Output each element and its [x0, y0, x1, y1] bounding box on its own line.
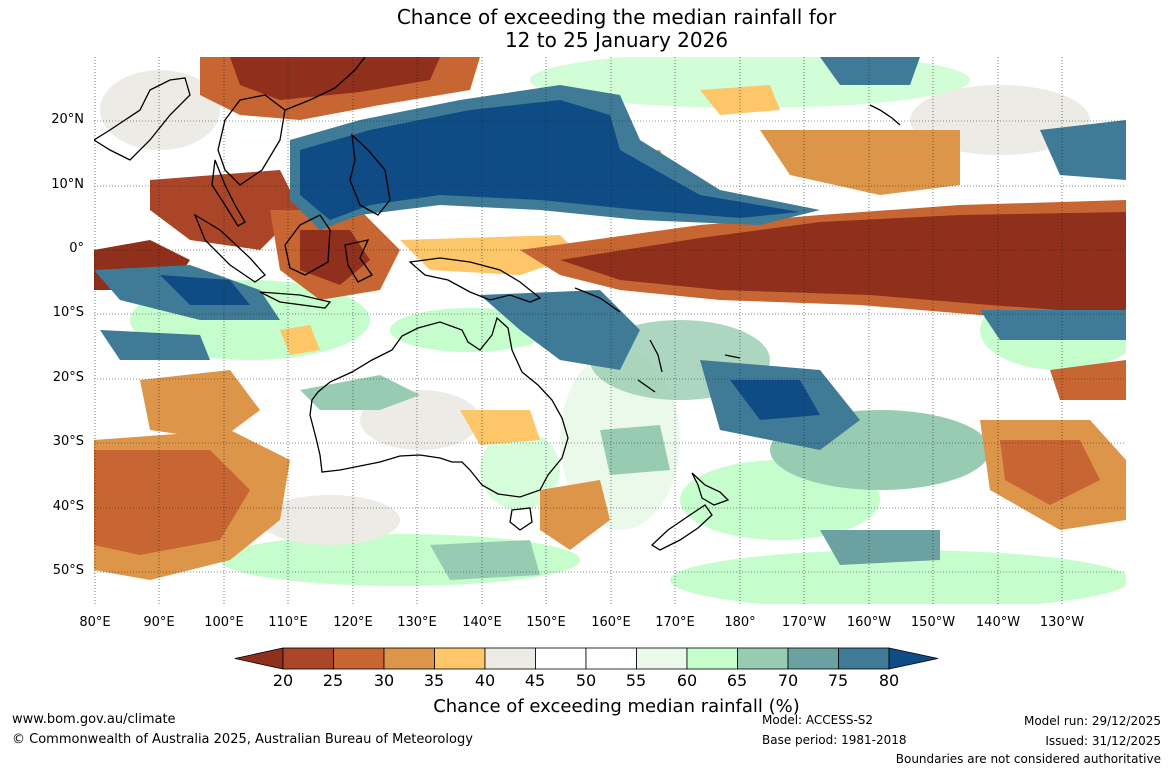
colorbar-segment [383, 647, 435, 670]
website-link[interactable]: www.bom.gov.au/climate [12, 712, 176, 727]
colorbar-tick-label: 40 [474, 671, 496, 690]
sumatra-coastline [193, 213, 266, 283]
colorbar-title: Chance of exceeding median rainfall (%) [433, 696, 800, 717]
lon-label: 130°W [1039, 615, 1085, 630]
map-graticule [94, 57, 1126, 604]
colorbar-segment [888, 647, 939, 670]
colorbar-segment [282, 647, 334, 670]
india-coastline [94, 77, 191, 161]
lon-label: 180° [724, 615, 756, 630]
tasmania-coastline [509, 507, 533, 531]
hawaii-islands [869, 104, 901, 126]
new-guinea-coastline [408, 257, 542, 303]
lon-label: 160°E [591, 615, 631, 630]
lat-label: 10°S [52, 305, 84, 320]
colorbar-segment [585, 647, 637, 670]
lon-label: 130°E [397, 615, 437, 630]
lat-label: 50°S [52, 563, 84, 578]
lon-label: 120°E [333, 615, 373, 630]
colorbar-segment [838, 647, 890, 670]
colorbar-tick-label: 55 [625, 671, 647, 690]
colorbar-tick-label: 25 [322, 671, 344, 690]
lon-label: 100°E [204, 615, 244, 630]
boundary-disclaimer: Boundaries are not considered authoritat… [895, 752, 1161, 766]
map-title-line2: 12 to 25 January 2026 [504, 28, 729, 52]
colorbar-tick-label: 45 [524, 671, 546, 690]
lon-label: 80°E [79, 615, 111, 630]
borneo-coastline [284, 214, 331, 276]
new-zealand-north-island [691, 472, 730, 506]
colorbar-segment [636, 647, 688, 670]
fiji-islands [724, 354, 741, 359]
colorbar-segment [434, 647, 486, 670]
lon-label: 140°E [462, 615, 502, 630]
copyright-notice: © Commonwealth of Australia 2025, Austra… [12, 732, 473, 747]
java-coastline [259, 291, 332, 309]
lat-label: 30°S [52, 434, 84, 449]
colorbar-segment [484, 647, 536, 670]
colorbar-tick-label: 50 [575, 671, 597, 690]
malay-peninsula-coastline [211, 159, 246, 227]
colorbar-tick-label: 30 [373, 671, 395, 690]
colorbar-tick-label: 75 [827, 671, 849, 690]
colorbar-tick-label: 80 [878, 671, 900, 690]
lon-label: 110°E [268, 615, 308, 630]
lon-label: 90°E [143, 615, 175, 630]
vanuatu-islands [649, 339, 663, 373]
colorbar-segment [234, 647, 284, 670]
colorbar-tick-label: 60 [676, 671, 698, 690]
colorbar-segment [787, 647, 839, 670]
china-coastline [284, 57, 366, 111]
sulawesi-coastline [344, 239, 373, 283]
lon-label: 140°W [975, 615, 1021, 630]
lat-label: 20°S [52, 370, 84, 385]
lon-label: 170°E [655, 615, 695, 630]
colorbar-tick-label: 20 [272, 671, 294, 690]
new-caledonia [637, 379, 656, 393]
colorbar-segment [333, 647, 385, 670]
colorbar-tick-label: 65 [726, 671, 748, 690]
solomon-islands [574, 287, 621, 313]
philippines-coastline [349, 133, 391, 216]
lat-label: 20°N [51, 112, 84, 127]
new-zealand-south-island [650, 504, 713, 551]
colorbar-tick-label: 35 [423, 671, 445, 690]
indochina-coastline [217, 94, 286, 186]
lon-label: 150°W [910, 615, 956, 630]
base-period: Base period: 1981-2018 [762, 733, 907, 747]
model-name: Model: ACCESS-S2 [762, 713, 874, 727]
colorbar-segment [686, 647, 738, 670]
colorbar-segment [737, 647, 789, 670]
lat-label: 0° [69, 241, 84, 256]
colorbar-tick-label: 70 [777, 671, 799, 690]
map-title-line1: Chance of exceeding the median rainfall … [396, 5, 837, 29]
lon-label: 150°E [526, 615, 566, 630]
australia-coastline [309, 316, 569, 498]
issued-date: Issued: 31/12/2025 [1045, 734, 1161, 748]
model-run-date: Model run: 29/12/2025 [1023, 714, 1161, 728]
rainfall-field-dry [94, 57, 1126, 580]
lat-label: 10°N [51, 177, 84, 192]
lon-label: 170°W [781, 615, 827, 630]
lon-label: 160°W [846, 615, 892, 630]
lat-label: 40°S [52, 499, 84, 514]
colorbar-segment [535, 647, 587, 670]
